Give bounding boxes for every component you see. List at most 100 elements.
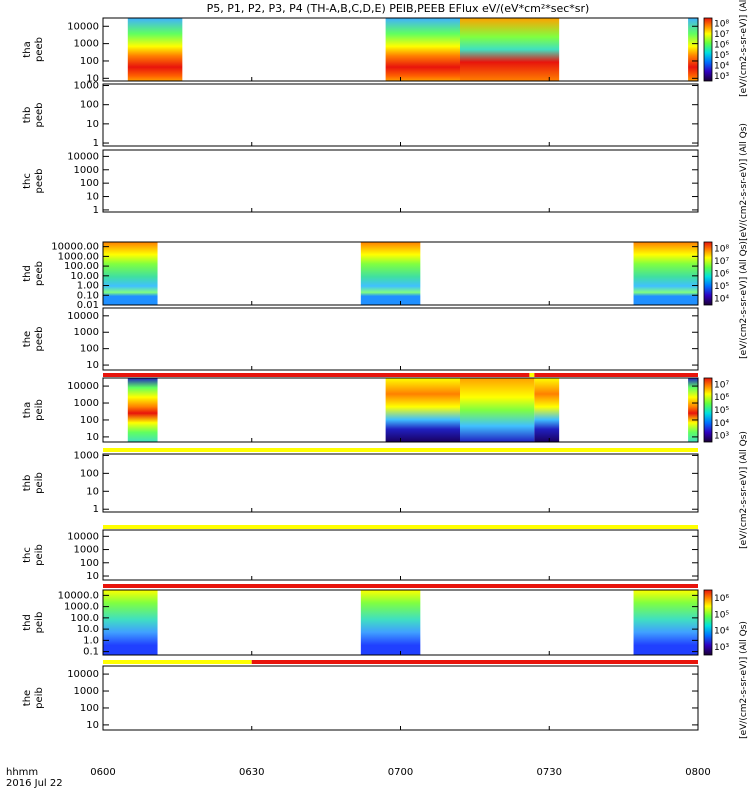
colorbar-tick-label: 10⁴	[714, 627, 729, 637]
colorbar-tick-label: 10⁵	[714, 51, 729, 61]
colorbar-tick-label: 10⁵	[714, 610, 729, 620]
mode-bar-segment	[103, 373, 530, 377]
panel-tha-peib: 10 100 1000 10000 tha peib	[22, 377, 699, 443]
panel-probe-label: thd	[22, 265, 33, 282]
panel-frame	[102, 665, 699, 731]
y-tick-label: 100	[80, 468, 99, 479]
panel-probe-label: thd	[22, 614, 33, 631]
spectrogram-block	[633, 590, 698, 655]
x-axis-corner-label: hhmm	[6, 767, 38, 778]
y-tick-label: 1	[93, 205, 99, 216]
x-tick-label: 0730	[537, 767, 562, 778]
panel-product-label: peeb	[34, 261, 45, 286]
colorbar-title-thd-peeb: [eV/(cm2-s-sr-eV)] (All Qs)	[739, 241, 749, 359]
colorbar-tick-label: 10⁶	[714, 594, 729, 604]
panel-frame	[102, 307, 699, 371]
panel-frame	[102, 149, 699, 213]
colorbar-title-thb-peeb: [eV/(cm2-s-sr-eV)] (All Qs)	[739, 123, 749, 241]
y-tick-label: 1000	[74, 450, 99, 461]
y-tick-label: 10	[86, 486, 99, 497]
y-tick-label: 1	[93, 138, 99, 149]
colorbar-tick-label: 10⁷	[714, 380, 729, 390]
mode-bar-segment	[534, 373, 698, 377]
mode-bar	[103, 373, 698, 377]
spectrogram-block	[385, 18, 460, 81]
y-tick-label: 1000.00	[58, 251, 99, 262]
colorbar-tick-label: 10⁷	[714, 257, 729, 267]
colorbar-scale	[703, 241, 713, 306]
spectrogram-block	[103, 242, 158, 305]
colorbar-tick-label: 10³	[714, 643, 729, 653]
x-tick-label: 0630	[239, 767, 264, 778]
y-tick-label: 0.01	[77, 300, 99, 311]
y-tick-label: 10	[86, 720, 99, 731]
y-tick-label: 100.00	[64, 261, 99, 272]
y-tick-label: 1000	[74, 327, 99, 338]
colorbar-tick-label: 10⁴	[714, 419, 729, 429]
y-tick-label: 100	[80, 344, 99, 355]
y-tick-label: 1000	[74, 81, 99, 92]
panel-probe-label: thb	[22, 107, 33, 124]
panel-product-label: peeb	[34, 103, 45, 128]
panel-tha-peeb: 10 100 1000 10000 tha peeb	[22, 17, 699, 84]
x-tick-label: 0700	[388, 767, 413, 778]
spectrogram-block	[127, 378, 158, 442]
colorbar-scale	[703, 17, 713, 82]
colorbar-tick-label: 10³	[714, 432, 729, 442]
spectrogram-block	[688, 378, 698, 442]
y-tick-label: 10	[86, 73, 99, 84]
y-tick-label: 10	[86, 432, 99, 443]
y-tick-label: 100	[80, 178, 99, 189]
y-tick-label: 0.1	[83, 647, 99, 658]
mode-bar-segment	[529, 373, 535, 377]
y-tick-label: 1000	[74, 545, 99, 556]
colorbar-tick-label: 10⁸	[714, 244, 729, 254]
mode-bar	[103, 660, 698, 664]
panel-product-label: peib	[34, 472, 45, 494]
colorbar-tick-label: 10⁵	[714, 406, 729, 416]
panel-product-label: peib	[34, 612, 45, 634]
y-tick-label: 10000	[67, 21, 99, 32]
mode-bar	[103, 448, 698, 452]
colorbar-tick-label: 10⁶	[714, 270, 729, 280]
mode-bar-segment	[103, 660, 252, 664]
x-axis-date-label: 2016 Jul 22	[6, 778, 63, 789]
colorbar-tick-label: 10⁴	[714, 295, 729, 305]
panel-probe-label: tha	[22, 402, 33, 418]
mode-bar	[103, 525, 698, 529]
spectrogram-block	[385, 378, 460, 442]
x-axis: hhmm 2016 Jul 22 0600 0630 0700 0730 0800	[6, 767, 711, 789]
y-tick-label: 100	[80, 703, 99, 714]
panel-frame	[102, 453, 699, 513]
panel-probe-label: thc	[22, 173, 33, 189]
y-tick-label: 100	[80, 558, 99, 569]
y-tick-label: 1000	[74, 686, 99, 697]
panel-thb-peeb: 1 10 100 1000 thb peeb	[22, 81, 699, 149]
panel-probe-label: thc	[22, 547, 33, 563]
spectrogram-block	[633, 242, 698, 305]
colorbar-title-tha-peeb: [eV/(cm2-s-sr-eV)] (All Qs)	[739, 0, 749, 97]
mode-bar-segment	[103, 584, 698, 588]
panel-thc-peib: 10 100 1000 10000 thc peib	[22, 529, 699, 582]
spectrogram-block	[127, 18, 183, 81]
panel-product-label: peib	[34, 399, 45, 421]
colorbar-thd-peib: 10³ 10⁴ 10⁵ 10⁶	[703, 589, 729, 656]
spectrogram-block	[103, 590, 158, 655]
colorbar-tick-label: 10⁵	[714, 282, 729, 292]
colorbar-scale	[703, 589, 713, 656]
y-tick-label: 1000.0	[64, 602, 99, 613]
panel-probe-label: thb	[22, 475, 33, 492]
y-tick-label: 1.0	[83, 635, 99, 646]
y-tick-label: 100	[80, 56, 99, 67]
panel-probe-label: the	[22, 690, 33, 706]
y-tick-label: 10	[86, 571, 99, 582]
panel-the-peib: 10 100 1000 10000 the peib	[22, 665, 699, 731]
spectrogram-block	[360, 242, 421, 305]
colorbar-thd-peeb: 10⁴ 10⁵ 10⁶ 10⁷ 10⁸	[703, 241, 729, 306]
y-tick-label: 10000.0	[58, 590, 99, 601]
y-tick-label: 1.00	[77, 281, 99, 292]
panel-product-label: peib	[34, 544, 45, 566]
panel-the-peeb: 10 100 1000 10000 the peeb	[22, 307, 699, 371]
